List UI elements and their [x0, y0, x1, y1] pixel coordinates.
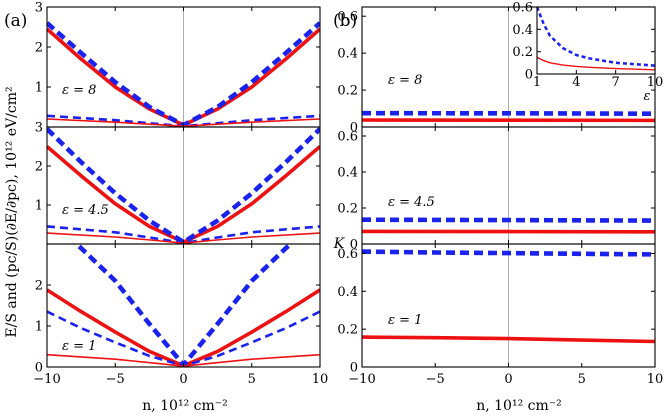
series-line-blue-dashed-thick	[47, 127, 320, 244]
x-tick-label: −5	[426, 372, 445, 387]
x-tick-label: 7	[612, 75, 620, 90]
y-tick-label: 1	[35, 320, 43, 335]
x-tick-label: 5	[578, 372, 586, 387]
epsilon-annotation: ε = 8	[62, 83, 96, 98]
panel-a-label: (a)	[4, 11, 27, 31]
epsilon-annotation: ε = 1	[388, 313, 422, 328]
y-tick-label: 0.4	[337, 166, 358, 181]
y-tick-label: 3	[35, 121, 43, 136]
y-tick-label: 0	[350, 361, 358, 376]
y-tick-label: 0.4	[337, 285, 358, 300]
y-tick-label: 0.2	[337, 84, 358, 99]
x-tick-label: 1	[533, 75, 541, 90]
y-tick-label: 0	[350, 238, 358, 253]
subplot-a-eps8: 1 2 3 ε = 8	[35, 1, 321, 128]
panel-b-y-axis-label: K	[333, 236, 346, 252]
y-tick-label: 0.2	[512, 45, 533, 60]
y-tick-label: 0	[525, 68, 533, 83]
x-tick-label: −10	[348, 372, 375, 387]
y-tick-label: 0.4	[337, 47, 358, 62]
y-tick-label: 0.2	[337, 323, 358, 338]
x-tick-label: 10	[312, 372, 329, 387]
epsilon-annotation: ε = 4.5	[388, 195, 435, 210]
series-line-blue-dashed-thick	[362, 249, 655, 257]
y-tick-label: 0.6	[337, 10, 358, 25]
x-tick-label: 0	[504, 372, 512, 387]
y-tick-label: 0	[35, 361, 43, 376]
y-tick-label: 0	[350, 121, 358, 136]
epsilon-annotation: ε = 8	[388, 73, 422, 88]
subplot-b-inset: 0 0.2 0.4 0.6 1 4 7 10ε	[512, 1, 663, 105]
y-tick-label: 0.4	[512, 23, 533, 38]
epsilon-annotation: ε = 1	[62, 339, 96, 354]
x-tick-label: 0	[179, 372, 187, 387]
subplot-a-eps1: 0 1 2 −10 −5 0 5 10 ε = 1	[33, 243, 329, 387]
y-tick-label: 2	[35, 41, 43, 56]
x-tick-label: 10	[647, 75, 664, 90]
epsilon-annotation: ε = 4.5	[62, 203, 109, 218]
panel-a-y-axis-label: E/S and (pc/S)(∂E/∂pc), 10¹² eV/cm²	[4, 86, 20, 337]
x-tick-label: 10	[647, 372, 664, 387]
subplot-b-eps1: 0 0.2 0.4 0.6 −10 −5 0 5 10 ε = 1	[337, 243, 664, 387]
series-line-red-solid-thin	[537, 56, 655, 71]
x-tick-label: 5	[248, 372, 256, 387]
x-tick-label: −5	[106, 372, 125, 387]
y-tick-label: 2	[35, 279, 43, 294]
inset-background	[537, 7, 655, 74]
x-tick-label: 4	[572, 75, 580, 90]
series-line-red-solid-thick	[362, 335, 655, 344]
series-line-blue-dashed-thick	[537, 7, 655, 67]
series-group	[362, 110, 655, 123]
subplot-a-eps4.5: 1 2 3 ε = 4.5	[35, 121, 321, 245]
y-tick-label: 1	[35, 81, 43, 96]
series-line-blue-dashed-thick	[362, 217, 655, 223]
series-group	[537, 7, 655, 71]
panel-a-x-axis-label: n, 10¹² cm⁻²	[142, 398, 228, 414]
panel-b-label: (b)	[333, 11, 357, 31]
subplot-b-eps4.5: 0 0.2 0.4 0.6 ε = 4.5	[337, 126, 656, 253]
y-tick-label: 1	[35, 199, 43, 214]
inset-x-axis-label: ε	[644, 89, 651, 104]
y-tick-label: 0.6	[512, 1, 533, 16]
x-tick-label: −10	[33, 372, 60, 387]
y-tick-label: 0.6	[337, 247, 358, 262]
y-tick-label: 2	[35, 160, 43, 175]
y-tick-label: 0.6	[337, 130, 358, 145]
series-group	[362, 249, 655, 344]
y-tick-label: 3	[35, 1, 43, 16]
series-line-blue-dashed-thick	[362, 110, 655, 116]
series-group	[362, 217, 655, 234]
y-tick-label: 0.2	[337, 202, 358, 217]
panel-b-x-axis-label: n, 10¹² cm⁻²	[476, 398, 562, 414]
frame	[536, 6, 656, 75]
